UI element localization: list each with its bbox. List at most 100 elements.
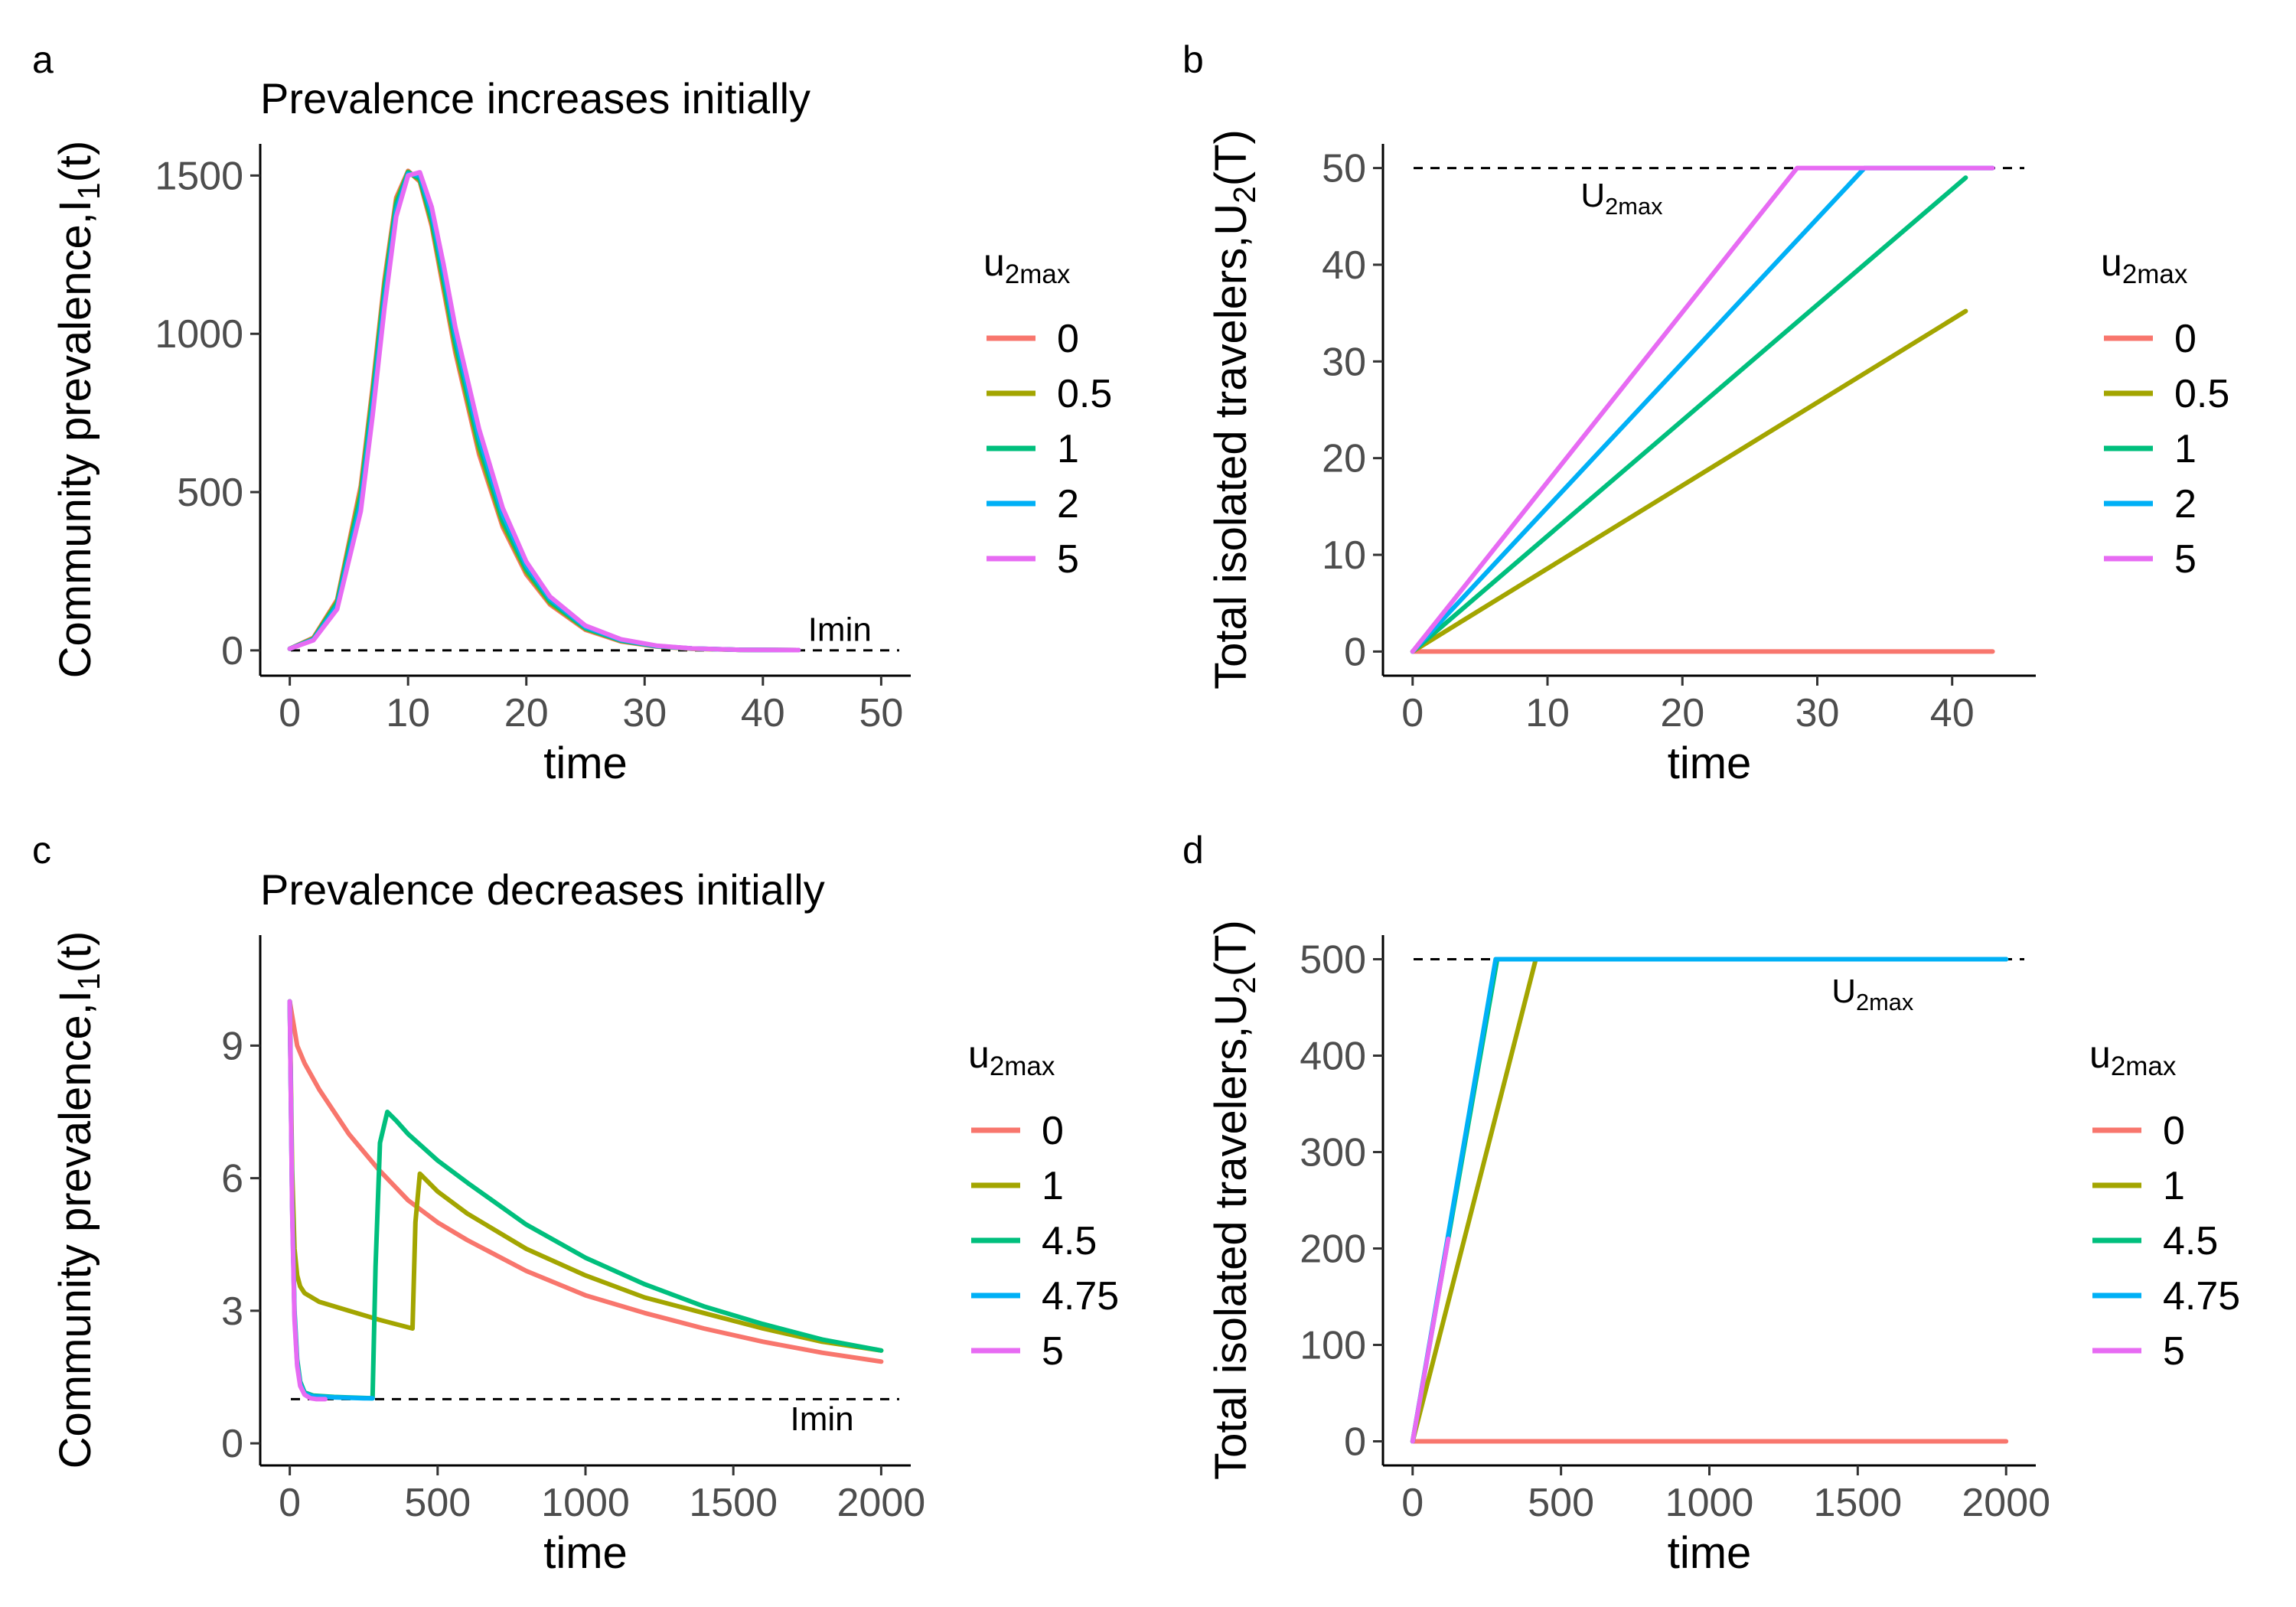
- y-tick-label: 500: [1300, 938, 1366, 983]
- y-tick-label: 200: [1300, 1227, 1366, 1272]
- x-tick-label: 50: [859, 691, 903, 735]
- x-tick-label: 1500: [1814, 1481, 1903, 1525]
- x-axis-label: time: [543, 1528, 628, 1578]
- panel-title: Prevalence increases initially: [260, 74, 810, 122]
- legend-label: 5: [1057, 537, 1079, 582]
- legend-label: 0.5: [2174, 372, 2229, 416]
- reference-line-label: Imin: [791, 1400, 854, 1438]
- x-tick-label: 30: [1795, 691, 1840, 735]
- y-tick-label: 50: [1322, 147, 1366, 191]
- legend-label: 4.75: [1042, 1274, 1119, 1319]
- reference-line-label: Imin: [808, 611, 872, 648]
- legend-label: 4.5: [1042, 1219, 1097, 1263]
- series-line-5: [287, 999, 328, 1402]
- y-tick-label: 1500: [155, 154, 243, 198]
- reference-line-label: U2max: [1580, 177, 1663, 220]
- series-line-1: [1410, 175, 1968, 654]
- panel-d: d 0 500 1000 1500 2000 0 100 200 300 400 500 time Tot…: [1182, 829, 2240, 1578]
- series-line-5: [1410, 1236, 1451, 1444]
- legend: u2max 0 0.5 1 2 5: [2101, 241, 2229, 582]
- x-tick-label: 10: [386, 691, 430, 735]
- legend-label: 1: [1042, 1164, 1064, 1208]
- legend-label: 5: [2174, 537, 2197, 582]
- x-tick-label: 1500: [689, 1481, 778, 1525]
- y-tick-label: 0: [221, 629, 243, 673]
- y-tick-label: 400: [1300, 1035, 1366, 1079]
- legend-title: u2max: [983, 241, 1071, 289]
- series-line-4.75: [1410, 957, 2009, 1444]
- legend-label: 0.5: [1057, 372, 1112, 416]
- y-tick-label: 30: [1322, 340, 1366, 384]
- y-tick-label: 0: [1344, 1420, 1366, 1465]
- series-line-2: [287, 171, 801, 653]
- y-tick-label: 3: [221, 1289, 243, 1334]
- x-tick-label: 30: [622, 691, 667, 735]
- legend-label: 5: [2163, 1329, 2185, 1374]
- legend-label: 0: [2163, 1109, 2185, 1153]
- panel-tag: d: [1182, 829, 1204, 872]
- legend: u2max 0 1 4.5 4.75 5: [968, 1033, 1119, 1374]
- y-tick-label: 9: [221, 1024, 243, 1068]
- legend-label: 4.5: [2163, 1219, 2218, 1263]
- series-line-1: [1410, 957, 2009, 1444]
- x-tick-label: 2000: [1962, 1481, 2050, 1525]
- x-axis-label: time: [1668, 738, 1752, 788]
- legend-title: u2max: [2101, 241, 2188, 289]
- y-tick-label: 0: [221, 1422, 243, 1466]
- reference-line-label: U2max: [1831, 973, 1914, 1015]
- x-tick-label: 1000: [541, 1481, 630, 1525]
- x-axis-label: time: [1668, 1528, 1752, 1578]
- x-tick-label: 1000: [1665, 1481, 1754, 1525]
- legend-label: 0: [2174, 317, 2197, 361]
- legend-label: 1: [2174, 427, 2197, 471]
- series-line-1: [287, 999, 884, 1353]
- legend-label: 1: [2163, 1164, 2185, 1208]
- series-line-5: [1410, 165, 1995, 654]
- legend-label: 2: [2174, 482, 2197, 526]
- legend: u2max 0 0.5 1 2 5: [983, 241, 1112, 582]
- series-line-0.5: [1410, 308, 1968, 654]
- y-axis-label: Total isolated travelers,U2(T): [1206, 129, 1262, 689]
- x-tick-label: 40: [1930, 691, 1975, 735]
- y-tick-label: 1000: [155, 312, 243, 357]
- x-tick-label: 500: [1528, 1481, 1594, 1525]
- y-tick-label: 0: [1344, 630, 1366, 674]
- legend-label: 4.75: [2163, 1274, 2240, 1319]
- y-axis-label: Community prevalence,I1(t): [51, 931, 106, 1469]
- legend-label: 5: [1042, 1329, 1064, 1374]
- legend-label: 1: [1057, 427, 1079, 471]
- y-tick-label: 40: [1322, 243, 1366, 288]
- x-tick-label: 0: [1401, 691, 1424, 735]
- y-tick-label: 500: [177, 471, 243, 515]
- legend-title: u2max: [968, 1033, 1055, 1081]
- x-axis-label: time: [543, 738, 628, 788]
- x-tick-label: 20: [1660, 691, 1704, 735]
- x-tick-label: 0: [1401, 1481, 1424, 1525]
- x-tick-label: 2000: [837, 1481, 926, 1525]
- y-tick-label: 100: [1300, 1324, 1366, 1368]
- y-axis-label: Community prevalence,I1(t): [51, 141, 106, 679]
- series-line-5: [287, 170, 801, 653]
- legend-label: 2: [1057, 482, 1079, 526]
- legend-title: u2max: [2089, 1033, 2177, 1081]
- panel-tag: b: [1182, 38, 1204, 81]
- panel-tag: a: [32, 38, 54, 81]
- y-tick-label: 6: [221, 1157, 243, 1201]
- y-axis-label: Total isolated travelers,U2(T): [1206, 920, 1262, 1480]
- series-line-4.5: [1410, 957, 2009, 1444]
- panel-tag: c: [32, 829, 51, 872]
- x-tick-label: 40: [741, 691, 785, 735]
- legend-label: 0: [1042, 1109, 1064, 1153]
- x-tick-label: 10: [1525, 691, 1570, 735]
- x-tick-label: 0: [279, 691, 301, 735]
- series-line-0: [287, 999, 884, 1364]
- series-line-0.5: [287, 169, 801, 653]
- panel-title: Prevalence decreases initially: [260, 865, 825, 914]
- y-tick-label: 10: [1322, 533, 1366, 578]
- x-tick-label: 0: [279, 1481, 301, 1525]
- x-tick-label: 500: [404, 1481, 471, 1525]
- y-tick-label: 20: [1322, 437, 1366, 481]
